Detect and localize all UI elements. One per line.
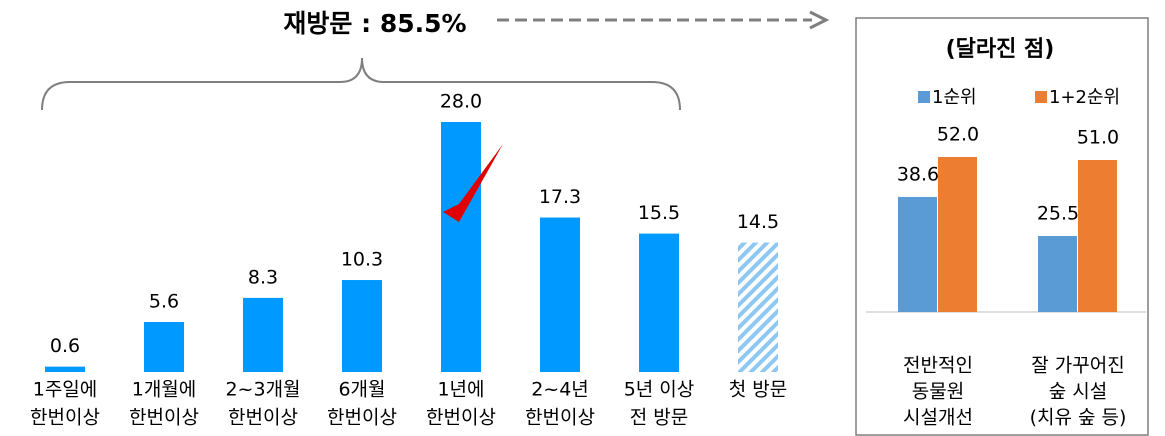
x-tick-label: 한번이상 — [525, 407, 595, 429]
legend-swatch — [1035, 91, 1047, 103]
legend-swatch — [918, 91, 930, 103]
legend-label: 1순위 — [932, 87, 977, 108]
bar — [441, 122, 481, 372]
bar — [540, 217, 580, 372]
x-tick-label: 전반적인 — [903, 355, 973, 377]
panel — [855, 17, 1149, 436]
value-label: 17.3 — [539, 186, 581, 208]
value-label: 51.0 — [1077, 126, 1119, 148]
x-tick-label: 전 방문 — [630, 407, 688, 429]
x-tick-label: 1개월에 — [132, 379, 197, 401]
value-label: 52.0 — [937, 124, 979, 146]
x-tick-label: (치유 숲 등) — [1030, 407, 1127, 429]
x-tick-label: 한번이상 — [30, 407, 100, 429]
value-label: 38.6 — [897, 163, 939, 185]
x-tick-label: 1주일에 — [33, 379, 98, 401]
x-tick-label: 6개월 — [338, 379, 385, 401]
bar — [1038, 235, 1077, 312]
x-tick-label: 1년에 — [437, 379, 484, 401]
legend-label: 1+2순위 — [1049, 87, 1120, 108]
bar — [738, 242, 778, 372]
annotation: 재방문 : 85.5% — [283, 9, 466, 38]
bar — [243, 297, 283, 372]
bar — [144, 322, 184, 372]
x-tick-label: 한번이상 — [228, 407, 298, 429]
x-tick-label: 한번이상 — [129, 407, 199, 429]
x-tick-label: 동물원 — [912, 381, 964, 403]
checkmark — [443, 144, 503, 222]
value-label: 10.3 — [341, 249, 383, 271]
bar — [45, 366, 85, 372]
value-label: 14.5 — [737, 211, 779, 233]
x-tick-label: 5년 이상 — [624, 379, 695, 401]
bar — [342, 280, 382, 372]
x-tick-label: 한번이상 — [327, 407, 397, 429]
value-label: 5.6 — [149, 291, 179, 313]
bracket — [41, 57, 681, 111]
x-tick-label: 2~4년 — [531, 379, 589, 401]
x-tick-label: 한번이상 — [426, 407, 496, 429]
panel-title: (달라진 점) — [946, 37, 1055, 62]
value-label: 28.0 — [440, 91, 482, 113]
bar — [898, 196, 937, 312]
x-tick-label: 시설개선 — [903, 407, 973, 429]
x-tick-label: 2~3개월 — [225, 379, 300, 401]
value-label: 0.6 — [50, 335, 80, 357]
bar — [1078, 159, 1117, 312]
value-label: 15.5 — [638, 202, 680, 224]
bar — [639, 233, 679, 372]
bar — [938, 157, 977, 312]
value-label: 25.5 — [1037, 202, 1079, 224]
x-tick-label: 숲 시설 — [1049, 381, 1107, 403]
arrow-head — [809, 10, 830, 30]
x-tick-label: 첫 방문 — [729, 379, 787, 401]
x-tick-label: 잘 가꾸어진 — [1031, 355, 1124, 377]
value-label: 8.3 — [248, 266, 278, 288]
